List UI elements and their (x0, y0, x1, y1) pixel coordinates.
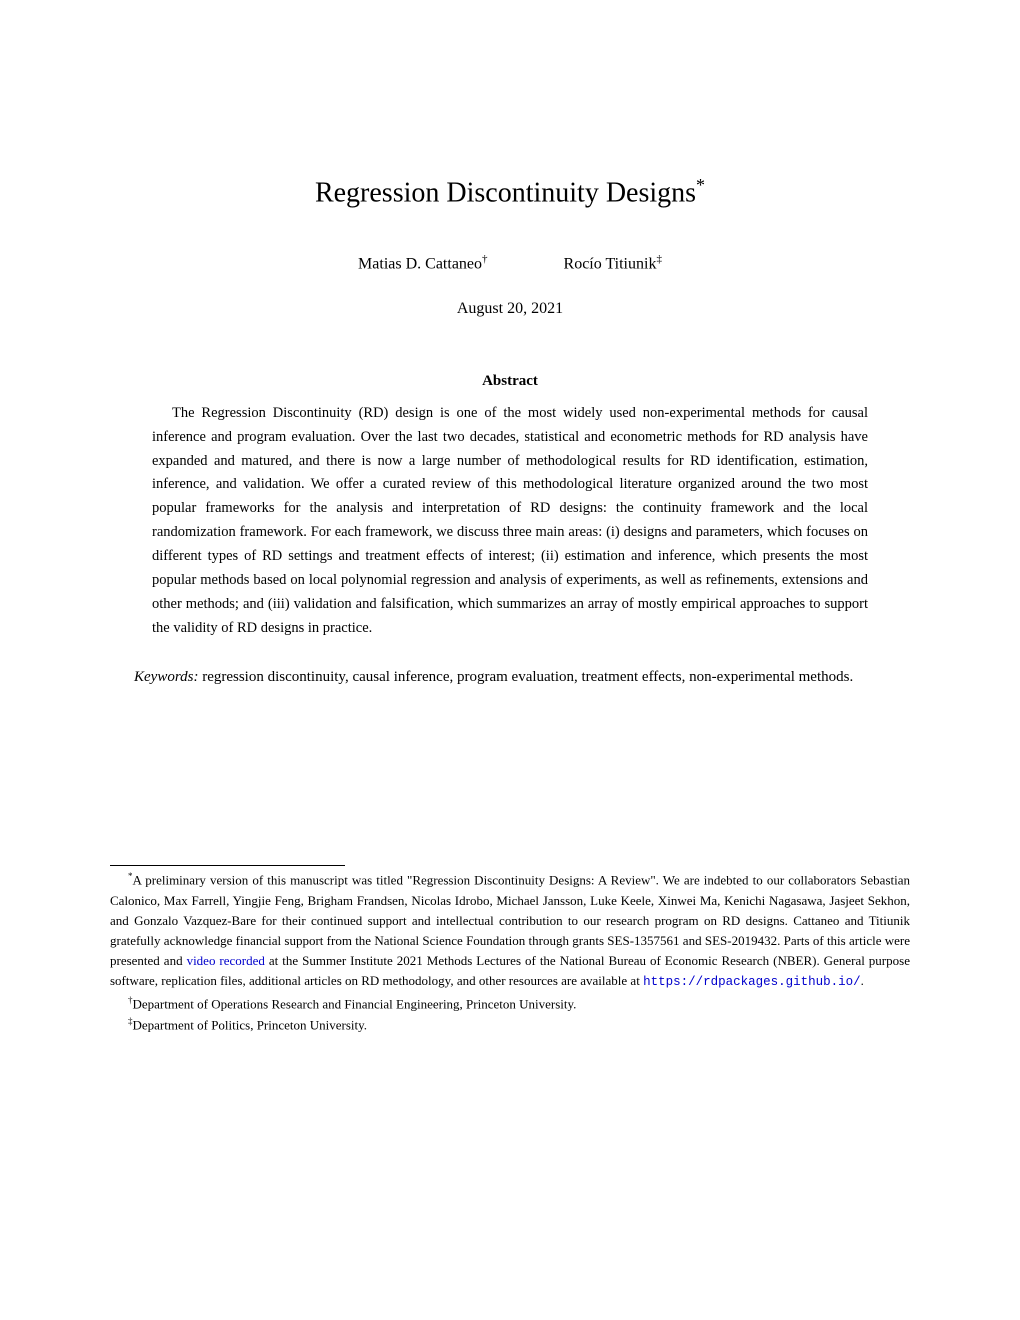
author-1-mark: † (482, 253, 488, 265)
title-text: Regression Discontinuity Designs (315, 177, 696, 208)
abstract-heading: Abstract (110, 373, 910, 390)
footnote-dagger-text: Department of Operations Research and Fi… (133, 996, 577, 1011)
footnote-dagger: †Department of Operations Research and F… (110, 994, 910, 1014)
footnote-link-url[interactable]: https://rdpackages.github.io/ (643, 975, 861, 989)
paper-date: August 20, 2021 (110, 300, 910, 318)
footnote-star-post: . (861, 973, 864, 988)
keywords-label: Keywords: (134, 669, 198, 685)
footnote-ddagger: ‡Department of Politics, Princeton Unive… (110, 1015, 910, 1035)
keywords-block: Keywords: regression discontinuity, caus… (110, 665, 910, 691)
abstract-body: The Regression Discontinuity (RD) design… (152, 402, 868, 641)
title-footnote-mark: * (696, 175, 705, 195)
footnotes-block: *A preliminary version of this manuscrip… (110, 870, 910, 1035)
footnote-ddagger-text: Department of Politics, Princeton Univer… (133, 1018, 368, 1033)
authors-block: Matias D. Cattaneo† Rocío Titiunik‡ (110, 253, 910, 273)
author-1-name: Matias D. Cattaneo (358, 256, 482, 273)
footnote-link-video[interactable]: video recorded (187, 953, 265, 968)
author-2-name: Rocío Titiunik (564, 256, 657, 273)
author-2: Rocío Titiunik‡ (564, 253, 662, 273)
footnote-star: *A preliminary version of this manuscrip… (110, 870, 910, 992)
keywords-text: regression discontinuity, causal inferen… (198, 669, 853, 685)
author-2-mark: ‡ (656, 253, 662, 265)
paper-title: Regression Discontinuity Designs* (110, 175, 910, 209)
footnote-rule (110, 865, 345, 866)
author-1: Matias D. Cattaneo† (358, 253, 487, 273)
